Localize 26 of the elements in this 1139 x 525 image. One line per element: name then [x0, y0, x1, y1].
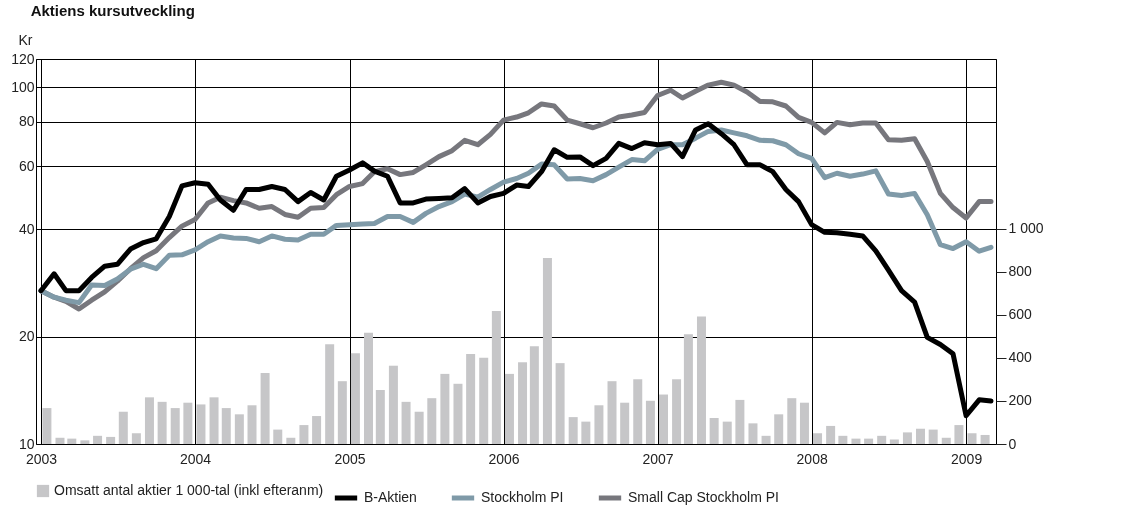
- y2-tick-label: 800: [1008, 263, 1033, 280]
- x-tick-label: 2005: [334, 450, 366, 467]
- x-tick-label: 2008: [796, 450, 828, 467]
- y-tick-label: 20: [18, 328, 35, 345]
- x-tick-label: 2004: [179, 450, 212, 467]
- x-tick-label: 2006: [488, 450, 520, 467]
- y-tick-label: 80: [18, 113, 35, 130]
- x-tick-label: 2009: [951, 450, 983, 467]
- y-tick-label: 10: [18, 435, 35, 452]
- legend-label: Omsatt antal aktier 1 000-tal (inkl efteranm): [54, 482, 324, 498]
- x-tick-label: 2003: [25, 450, 58, 467]
- y2-tick-label: 400: [1008, 349, 1033, 366]
- y2-tick-label: 600: [1008, 306, 1033, 323]
- legend-label: Stockholm PI: [481, 489, 564, 505]
- y-tick-label: 40: [18, 220, 35, 237]
- y-tick-label: 100: [11, 78, 35, 95]
- y2-tick-label: 1 000: [1008, 220, 1044, 237]
- legend-label: B-Aktien: [364, 489, 417, 505]
- y-tick-label: 60: [18, 157, 35, 174]
- y-axis-title: Kr: [18, 31, 33, 48]
- legend-label: Small Cap Stockholm PI: [628, 489, 779, 505]
- y2-tick-label: 0: [1008, 435, 1017, 452]
- x-tick-label: 2007: [642, 450, 674, 467]
- y-tick-label: 120: [11, 50, 35, 67]
- y2-tick-label: 200: [1008, 392, 1033, 409]
- chart-title: Aktiens kursutveckling: [30, 2, 195, 19]
